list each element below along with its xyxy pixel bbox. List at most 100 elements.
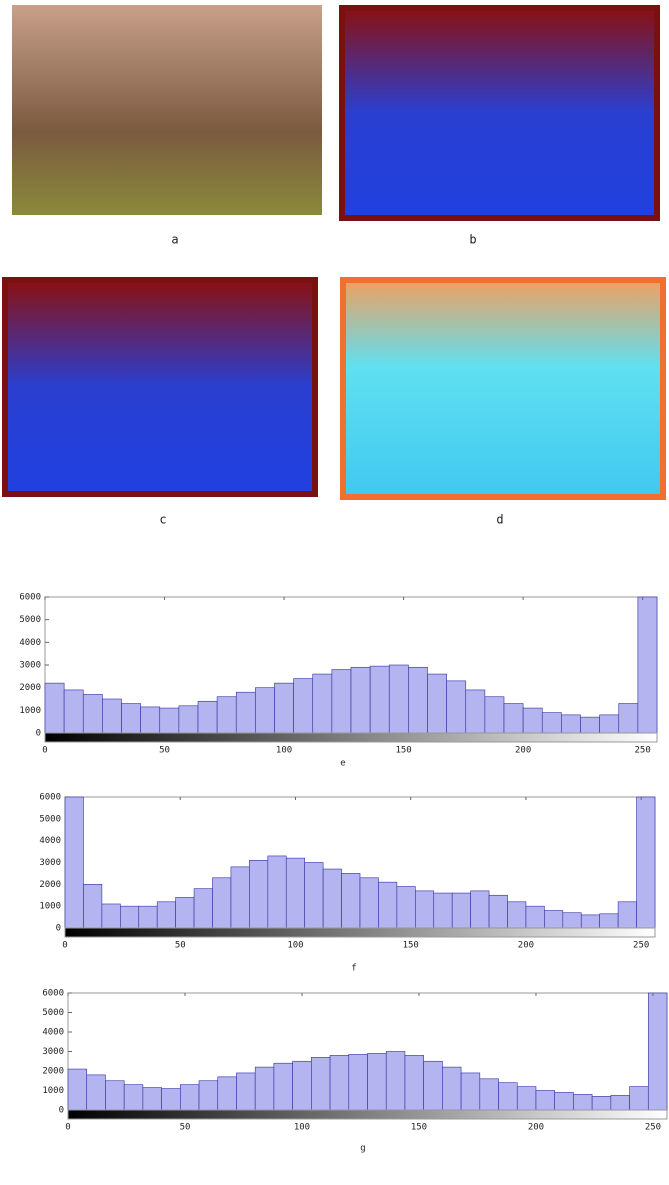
x-tick-label: 200 bbox=[518, 941, 534, 951]
bar bbox=[175, 897, 195, 929]
bar bbox=[498, 1082, 518, 1111]
bar bbox=[304, 862, 324, 929]
bar bbox=[350, 666, 371, 734]
image-b bbox=[339, 5, 660, 221]
bar bbox=[322, 868, 342, 929]
y-tick-label: 1000 bbox=[39, 902, 61, 912]
bar bbox=[293, 678, 314, 734]
bar bbox=[525, 905, 545, 929]
bar bbox=[101, 903, 121, 929]
bar bbox=[460, 1072, 481, 1111]
bar bbox=[599, 714, 620, 734]
chart-caption: e bbox=[340, 759, 345, 769]
bar bbox=[292, 1060, 312, 1111]
bar bbox=[465, 689, 486, 734]
bar bbox=[404, 1055, 424, 1111]
y-tick-label: 6000 bbox=[19, 593, 41, 603]
bar bbox=[254, 1066, 275, 1111]
bar bbox=[503, 703, 524, 734]
x-tick-label: 100 bbox=[294, 1123, 310, 1133]
x-tick-label: 0 bbox=[42, 746, 47, 756]
x-tick-label: 200 bbox=[515, 746, 531, 756]
panel-label: a bbox=[171, 233, 178, 247]
bar bbox=[230, 866, 250, 929]
chart-caption: f bbox=[351, 964, 356, 974]
bar bbox=[415, 890, 435, 929]
bar bbox=[388, 664, 409, 734]
bar bbox=[636, 796, 656, 929]
bar bbox=[427, 673, 447, 734]
x-tick-label: 0 bbox=[65, 1123, 70, 1133]
bar bbox=[442, 1066, 462, 1111]
bar bbox=[212, 877, 232, 929]
x-tick-label: 150 bbox=[411, 1123, 427, 1133]
bar bbox=[180, 1084, 200, 1111]
bar bbox=[580, 716, 600, 734]
y-tick-label: 4000 bbox=[19, 638, 41, 648]
y-tick-label: 1000 bbox=[42, 1086, 64, 1096]
colorbar bbox=[64, 927, 656, 938]
bar bbox=[267, 855, 287, 929]
bar bbox=[369, 665, 390, 734]
bar bbox=[142, 1087, 162, 1111]
bar bbox=[554, 1092, 574, 1111]
bar bbox=[385, 1051, 406, 1111]
bar bbox=[178, 705, 199, 734]
bar bbox=[255, 687, 275, 734]
bar bbox=[123, 1084, 144, 1111]
x-tick-label: 200 bbox=[528, 1123, 544, 1133]
bar bbox=[216, 696, 237, 734]
bar bbox=[637, 596, 658, 734]
bar bbox=[198, 1080, 219, 1111]
y-tick-label: 4000 bbox=[42, 1028, 64, 1038]
bar bbox=[647, 992, 668, 1111]
bar bbox=[161, 1088, 181, 1111]
bar bbox=[479, 1078, 499, 1111]
bar bbox=[63, 689, 84, 734]
bar bbox=[484, 696, 505, 734]
bar bbox=[610, 1095, 630, 1111]
image-c bbox=[2, 277, 318, 497]
bar bbox=[535, 1090, 555, 1111]
x-tick-label: 250 bbox=[633, 941, 649, 951]
panel-label: b bbox=[469, 233, 476, 247]
y-tick-label: 6000 bbox=[39, 793, 61, 803]
bar bbox=[138, 905, 158, 929]
y-tick-label: 0 bbox=[56, 924, 61, 934]
y-tick-label: 2000 bbox=[42, 1067, 64, 1077]
y-tick-label: 5000 bbox=[42, 1008, 64, 1018]
x-tick-label: 150 bbox=[395, 746, 411, 756]
y-tick-label: 1000 bbox=[19, 706, 41, 716]
bar bbox=[367, 1053, 387, 1111]
x-tick-label: 50 bbox=[175, 941, 186, 951]
x-tick-label: 100 bbox=[287, 941, 303, 951]
bar bbox=[249, 860, 269, 929]
bar bbox=[488, 894, 508, 929]
x-tick-label: 50 bbox=[180, 1123, 191, 1133]
bar bbox=[156, 901, 176, 929]
bar bbox=[311, 1057, 331, 1111]
bar bbox=[83, 884, 103, 929]
y-tick-label: 6000 bbox=[42, 989, 64, 999]
bar bbox=[64, 796, 84, 929]
bar bbox=[235, 691, 256, 734]
bar bbox=[599, 913, 619, 929]
bar bbox=[67, 1068, 88, 1111]
bar bbox=[82, 694, 103, 734]
bar bbox=[591, 1096, 612, 1111]
colorbar bbox=[67, 1109, 668, 1120]
image-a bbox=[12, 5, 322, 215]
y-tick-label: 0 bbox=[59, 1106, 64, 1116]
bar bbox=[359, 877, 379, 929]
y-tick-label: 5000 bbox=[19, 615, 41, 625]
bar bbox=[159, 707, 180, 734]
bar bbox=[102, 698, 122, 734]
bar bbox=[470, 890, 490, 929]
bar bbox=[44, 682, 65, 734]
panel-label: d bbox=[496, 513, 503, 527]
bar bbox=[341, 873, 361, 929]
bar bbox=[541, 712, 562, 734]
bar bbox=[193, 888, 213, 929]
bar bbox=[105, 1080, 125, 1111]
